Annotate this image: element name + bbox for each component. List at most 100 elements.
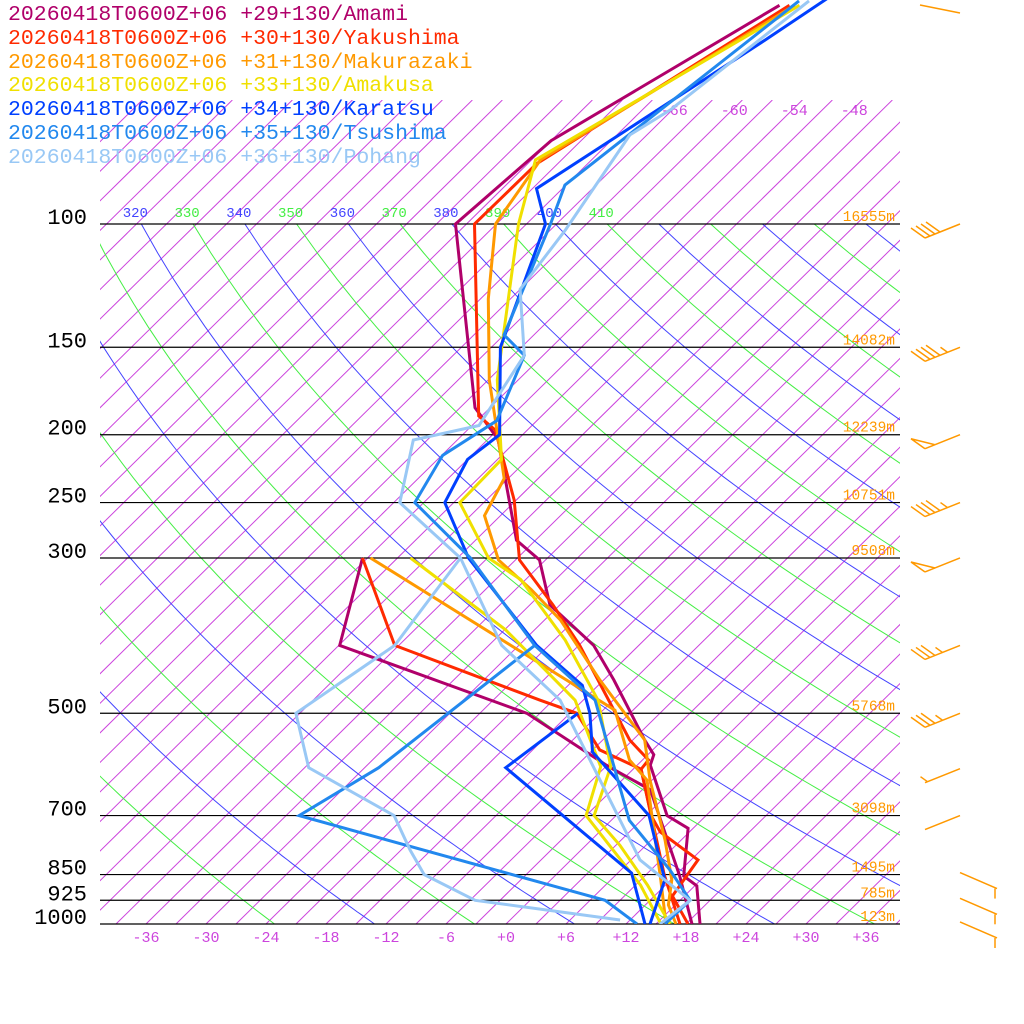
wind-barb-flag: [910, 350, 926, 362]
height-label: 1495m: [851, 861, 895, 877]
isotherm-line: [145, 180, 900, 924]
legend-entry: 20260418T0600Z+06 +35+130/Tsushima: [8, 121, 447, 146]
wind-barb-flag: [920, 712, 936, 724]
isotherm-line: [685, 712, 900, 924]
isotherm-line: [100, 100, 383, 379]
dewpoint-profile-line: [503, 712, 647, 924]
isotherm-line: [445, 476, 900, 924]
temperature-profile-line: [472, 4, 791, 924]
wind-barb: [910, 499, 961, 518]
isotherm-line: [100, 100, 443, 439]
temperature-tick-label: +36: [852, 930, 879, 947]
temperature-tick-label: -18: [312, 930, 339, 947]
isotherm-line: [100, 100, 593, 586]
wind-barb-flag: [910, 648, 926, 661]
isotherm-line: [535, 564, 900, 924]
wind-barb-flag: [915, 225, 931, 237]
wind-barb-flag: [920, 346, 936, 358]
isotherm-line: [655, 682, 900, 924]
wind-barb-flag: [925, 344, 941, 356]
dry-adiabat-line: [865, 224, 900, 252]
theta-label: 410: [589, 206, 614, 222]
isotherm-line: [100, 100, 773, 764]
isotherm-line: [100, 100, 743, 734]
legend-entry: 20260418T0600Z+06 +33+130/Amakusa: [8, 74, 434, 99]
isotherm-line: [100, 100, 833, 823]
isotherm-line: [175, 209, 900, 924]
wind-barb: [910, 221, 961, 239]
dry-adiabat-line: [399, 224, 900, 644]
temperature-tick-label: +24: [732, 930, 759, 947]
height-label: 123m: [860, 910, 895, 926]
temperature-tick-label: -12: [372, 930, 399, 947]
isotherm-line: [100, 100, 623, 616]
wind-barb-staff: [959, 871, 998, 890]
temperature-tick-label: -30: [192, 930, 219, 947]
temperature-profile-line: [453, 4, 781, 924]
temperature-tick-label: -6: [437, 930, 455, 947]
wind-barb: [910, 344, 961, 362]
dry-adiabat-line: [244, 224, 900, 787]
legend: 20260418T0600Z+06 +29+130/Amami 20260418T…: [8, 3, 473, 171]
isotherm-line: [100, 100, 653, 645]
isotherm-line: [100, 100, 563, 557]
theta-label: 330: [174, 206, 199, 222]
theta-label: 350: [278, 206, 303, 222]
temperature-profile-line: [412, 0, 800, 924]
pressure-label: 250: [47, 485, 87, 510]
wind-barb-staff: [959, 897, 998, 915]
wind-barb-flag: [920, 501, 936, 514]
height-label: 5768m: [851, 699, 895, 715]
isotherm-line: [475, 505, 900, 924]
wind-barb-flag: [920, 223, 936, 235]
wind-barb-half-flag: [920, 776, 928, 783]
pressure-label: 200: [47, 417, 87, 442]
wind-barb-half-flag: [940, 346, 948, 353]
isotherm-line: [100, 100, 323, 320]
wind-barb-staff: [959, 921, 998, 939]
height-label: 3098m: [851, 802, 895, 818]
theta-label: 320: [123, 206, 148, 222]
temperature-tick-label: -24: [252, 930, 279, 947]
pressure-label: 850: [47, 857, 87, 882]
theta-label: 380: [433, 206, 458, 222]
isotherm-line: [625, 653, 900, 924]
dewpoint-profile-line: [295, 644, 638, 924]
wind-barb-flag: [915, 646, 931, 659]
dry-adiabat-line: [100, 520, 576, 924]
dry-adiabat-line: [970, 224, 1024, 939]
dry-adiabat-line: [100, 691, 376, 924]
isotherm-line: [745, 771, 900, 924]
dry-adiabat-line: [503, 224, 900, 553]
legend-entry: 20260418T0600Z+06 +29+130/Amami: [8, 3, 408, 27]
isotherm-line: [295, 328, 900, 924]
pressure-label: 925: [47, 882, 87, 907]
height-label: 9508m: [851, 544, 895, 560]
isobars: [100, 223, 900, 925]
wind-barb-half-flag: [935, 646, 943, 654]
wind-barb-flag: [920, 644, 936, 657]
theta-label: 370: [382, 206, 407, 222]
wind-barb-flag: [925, 499, 941, 512]
isotherm-line: [385, 416, 900, 924]
wind-barb-flag: [915, 503, 931, 516]
wind-barbs: [910, 4, 998, 948]
legend-entry: 20260418T0600Z+06 +31+130/Makurazaki: [8, 50, 473, 75]
wind-barb: [959, 921, 998, 948]
isotherm-line: [355, 387, 900, 924]
wind-barb-staff: [924, 814, 961, 831]
wind-barb-flag: [910, 227, 926, 239]
wind-barb-flag: [915, 714, 931, 726]
wind-barb-half-flag: [940, 501, 948, 509]
pressure-label: 300: [47, 540, 87, 565]
wind-barb: [910, 557, 961, 573]
wind-barb-pennant: [910, 561, 936, 573]
pressure-label: 100: [47, 206, 87, 231]
temperature-profile-line: [457, 4, 801, 924]
wind-barb-pennant: [910, 437, 936, 450]
isotherm-line: [100, 100, 413, 409]
dry-adiabat-line: [606, 224, 900, 464]
pressure-label: 500: [47, 695, 87, 720]
dry-adiabat-line: [658, 224, 900, 421]
isotherm-line: [100, 121, 900, 911]
